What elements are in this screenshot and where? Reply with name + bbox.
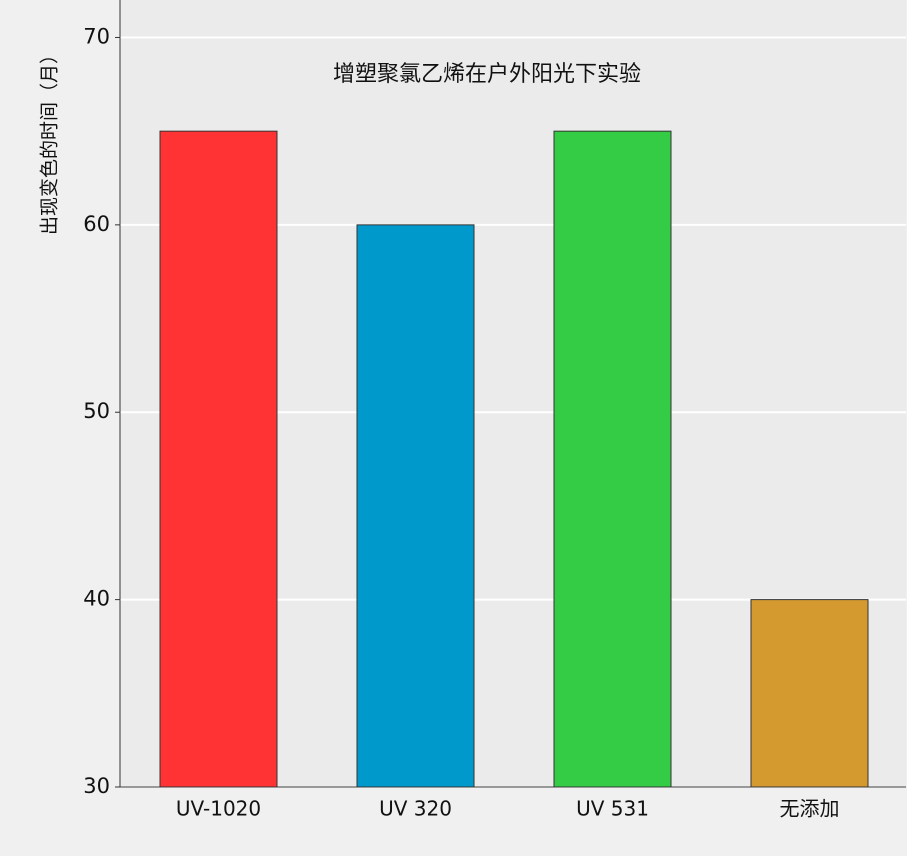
chart-title: 增塑聚氯乙烯在户外阳光下实验 bbox=[333, 62, 641, 87]
bar bbox=[750, 599, 869, 788]
bars bbox=[159, 130, 869, 788]
x-tick-label: 无添加 bbox=[780, 797, 840, 821]
y-tick-label: 70 bbox=[83, 24, 110, 48]
y-tick-label: 60 bbox=[83, 212, 110, 236]
y-tick-label: 40 bbox=[83, 587, 110, 611]
y-axis-label: 出现变色的时间（月） bbox=[39, 45, 61, 235]
bar bbox=[356, 224, 475, 788]
y-tick-label: 30 bbox=[83, 774, 110, 798]
y-tick-label: 50 bbox=[83, 399, 110, 423]
x-tick-label: UV-1020 bbox=[176, 797, 261, 821]
bar bbox=[553, 130, 672, 788]
bar bbox=[159, 130, 278, 788]
x-tick-label: UV 320 bbox=[379, 797, 452, 821]
x-tick-label: UV 531 bbox=[576, 797, 649, 821]
